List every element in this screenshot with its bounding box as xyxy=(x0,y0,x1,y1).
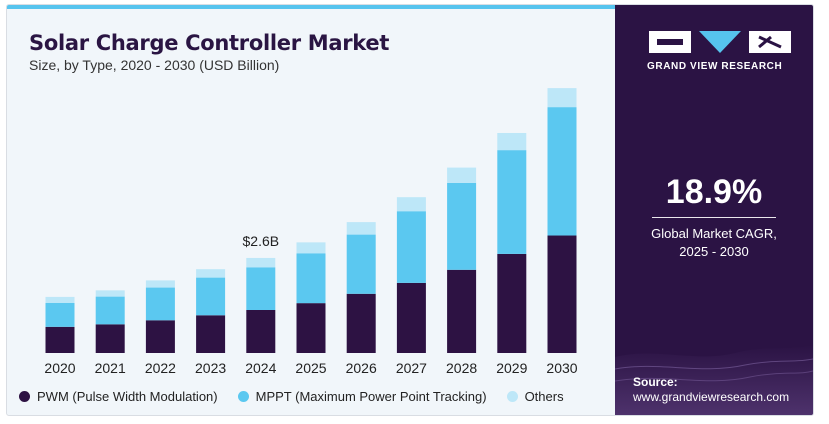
cagr-value: 18.9% xyxy=(665,173,763,211)
bar-segment-2021-pwm xyxy=(95,324,125,353)
bar-segment-2021-mppt xyxy=(95,296,125,325)
legend-swatch-others xyxy=(506,391,518,402)
bar-segment-2027-others xyxy=(396,197,426,212)
legend-item-others: Others xyxy=(506,389,564,404)
bar-segment-2024-others xyxy=(246,257,276,268)
x-tick-label-2028: 2028 xyxy=(446,360,477,376)
bar-segment-2026-mppt xyxy=(346,234,376,294)
legend-label-others: Others xyxy=(524,389,564,404)
bar-segment-2025-mppt xyxy=(296,253,326,304)
bar-segment-2025-others xyxy=(296,242,326,254)
x-tick-label-2029: 2029 xyxy=(496,360,527,376)
panel-wave-background xyxy=(615,345,813,415)
bar-segment-2024-pwm xyxy=(246,309,276,353)
cagr-block: 18.9% Global Market CAGR, 2025 - 2030 xyxy=(615,173,813,261)
bar-segment-2020-others xyxy=(45,296,75,303)
chart-subtitle: Size, by Type, 2020 - 2030 (USD Billion) xyxy=(29,57,280,73)
cagr-label-2: 2025 - 2030 xyxy=(679,244,749,259)
accent-top-bar xyxy=(7,5,615,9)
stacked-bar-chart: 2020 2021 2022 2023 2024 $2.6B 2025 2026 2027 202… xyxy=(44,88,578,376)
x-tick-label-2026: 2026 xyxy=(346,360,377,376)
stats-side-panel: GRAND VIEW RESEARCH 18.9% Global Market … xyxy=(615,5,813,415)
bar-segment-2024-mppt xyxy=(246,267,276,310)
legend-label-pwm: PWM (Pulse Width Modulation) xyxy=(37,389,218,404)
x-tick-label-2021: 2021 xyxy=(95,360,126,376)
logo-text: GRAND VIEW RESEARCH xyxy=(647,61,783,72)
bar-segment-2022-pwm xyxy=(145,320,175,353)
bar-segment-2023-others xyxy=(196,269,226,278)
cagr-divider xyxy=(652,217,776,218)
bar-segment-2021-others xyxy=(95,290,125,297)
x-tick-label-2023: 2023 xyxy=(195,360,226,376)
bar-segment-2020-mppt xyxy=(45,302,75,327)
bar-segment-2020-pwm xyxy=(45,326,75,353)
bar-segment-2022-others xyxy=(145,280,175,288)
x-tick-label-2020: 2020 xyxy=(44,360,75,376)
x-tick-label-2030: 2030 xyxy=(546,360,577,376)
bar-segment-2029-others xyxy=(497,132,527,151)
bar-segment-2029-mppt xyxy=(497,150,527,254)
bar-segment-2030-mppt xyxy=(547,107,577,236)
bar-segment-2022-mppt xyxy=(145,287,175,321)
x-tick-label-2025: 2025 xyxy=(295,360,326,376)
bar-segment-2027-mppt xyxy=(396,211,426,283)
chart-legend: PWM (Pulse Width Modulation) MPPT (Maxim… xyxy=(19,389,584,404)
x-tick-label-2022: 2022 xyxy=(145,360,176,376)
x-tick-label-2027: 2027 xyxy=(396,360,427,376)
bar-segment-2026-pwm xyxy=(346,293,376,353)
logo: GRAND VIEW RESEARCH xyxy=(647,29,793,72)
x-tick-label-2024: 2024 xyxy=(245,360,276,376)
bar-segment-2028-mppt xyxy=(447,182,477,270)
bar-segment-2029-pwm xyxy=(497,253,527,353)
bar-segment-2030-pwm xyxy=(547,235,577,353)
infographic-frame: Solar Charge Controller Market Size, by … xyxy=(6,4,814,416)
legend-swatch-pwm xyxy=(19,391,30,402)
bar-segment-2028-others xyxy=(447,167,477,183)
source-label: Source: xyxy=(633,375,678,389)
source-url: www.grandviewresearch.com xyxy=(633,390,790,404)
legend-swatch-mppt xyxy=(237,391,249,402)
chart-title: Solar Charge Controller Market xyxy=(29,31,390,55)
source-block: Source: www.grandviewresearch.com xyxy=(633,375,789,405)
data-label-2024: $2.6B xyxy=(243,233,280,249)
bar-segment-2025-pwm xyxy=(296,303,326,353)
legend-item-mppt: MPPT (Maximum Power Point Tracking) xyxy=(237,389,487,404)
bar-segment-2023-pwm xyxy=(196,315,226,353)
bar-segment-2026-others xyxy=(346,222,376,235)
legend-item-pwm: PWM (Pulse Width Modulation) xyxy=(19,389,218,404)
cagr-label-1: Global Market CAGR, xyxy=(651,226,777,241)
bar-segment-2028-pwm xyxy=(447,269,477,353)
bar-segment-2023-mppt xyxy=(196,277,226,316)
bar-segment-2030-others xyxy=(547,88,577,108)
gvr-logo-icon xyxy=(649,31,791,53)
legend-label-mppt: MPPT (Maximum Power Point Tracking) xyxy=(255,389,487,404)
bar-segment-2027-pwm xyxy=(396,282,426,353)
